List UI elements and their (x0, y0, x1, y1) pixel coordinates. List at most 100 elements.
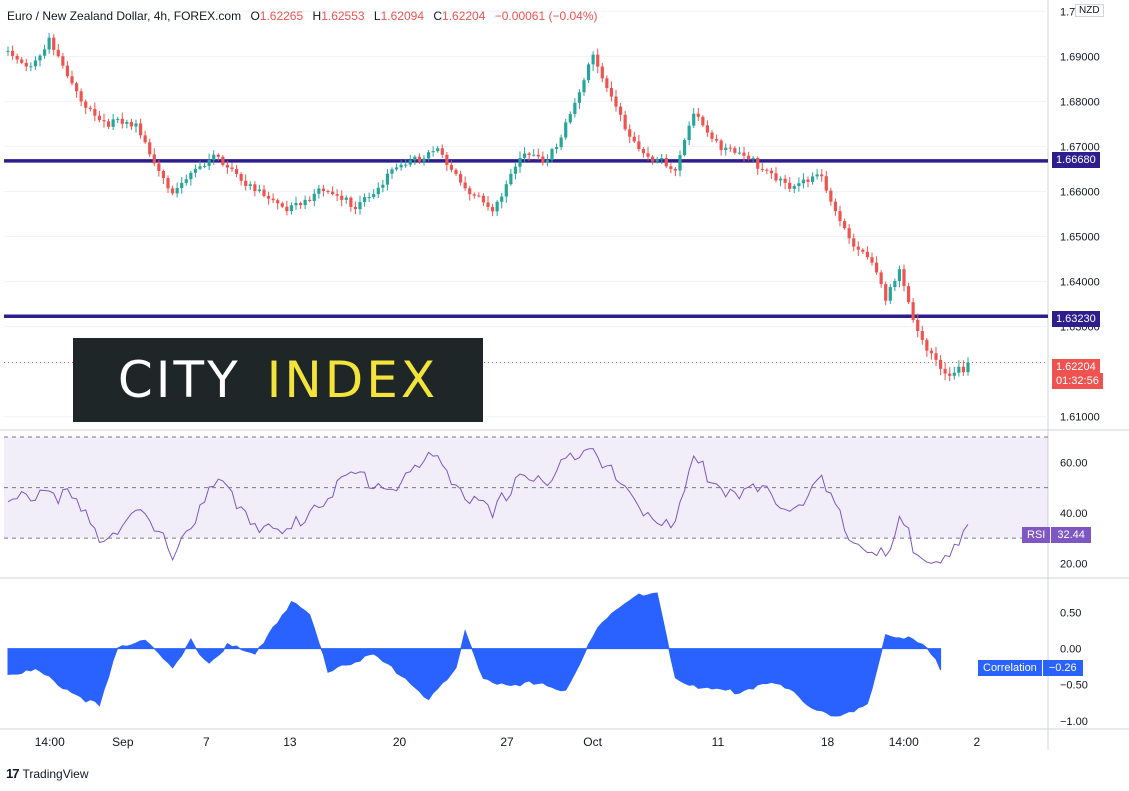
candle-body (669, 166, 673, 169)
candle-body (856, 246, 860, 250)
candle-body (376, 187, 380, 195)
candle-body (294, 202, 298, 206)
candle-body (230, 167, 234, 170)
currency-label[interactable]: NZD (1075, 4, 1104, 17)
candle-body (440, 148, 444, 155)
tradingview-branding[interactable]: 17 TradingView (6, 766, 89, 781)
correlation-tick-label: 0.00 (1060, 644, 1081, 656)
candle-body (893, 280, 897, 288)
candle-body (463, 182, 467, 189)
symbol-title[interactable]: Euro / New Zealand Dollar, 4h, FOREX.com (7, 9, 242, 23)
candle-body (344, 197, 348, 200)
candle-body (874, 262, 879, 273)
high-label: H (312, 9, 322, 23)
candle-body (221, 156, 225, 165)
candle-body (399, 164, 403, 168)
candle-body (97, 115, 102, 121)
candle-body (285, 206, 289, 212)
candle-body (152, 154, 156, 164)
candle-body (888, 287, 892, 301)
candle-body (664, 158, 668, 167)
candle-body (262, 189, 266, 196)
candle-body (641, 149, 646, 154)
candle-body (609, 88, 614, 97)
candle-body (577, 92, 582, 103)
candle-body (175, 188, 179, 194)
candle-body (797, 183, 801, 187)
price-tick-label: 1.61000 (1060, 412, 1100, 424)
candle-body (783, 178, 787, 183)
candle-body (902, 269, 906, 287)
candle-body (47, 37, 51, 50)
time-tick-label: Sep (112, 735, 134, 749)
price-tick-label: 1.66000 (1060, 186, 1100, 198)
candle-body (778, 178, 783, 181)
candle-body (618, 106, 623, 115)
candle-body (244, 180, 248, 186)
candle-body (422, 158, 426, 162)
candle-body (842, 221, 847, 229)
candle-body (289, 205, 294, 212)
rsi-legend[interactable]: RSI 32.44 (1022, 527, 1091, 543)
candle-body (705, 125, 710, 133)
correlation-area (7, 592, 942, 717)
candle-body (906, 286, 911, 303)
candle-body (628, 129, 632, 137)
candle-body (504, 184, 508, 197)
candle-body (728, 147, 732, 149)
candle-body (701, 116, 705, 126)
candle-body (486, 202, 490, 207)
candle-body (632, 136, 636, 142)
candle-body (532, 154, 536, 156)
logo-word-city: CITY (117, 351, 241, 409)
candle-body (266, 195, 271, 199)
candle-body (29, 66, 33, 68)
candle-body (52, 37, 56, 50)
candle-body (138, 123, 143, 136)
candle-body (477, 195, 481, 197)
candle-body (500, 196, 504, 202)
candle-body (929, 350, 934, 354)
candle-body (870, 257, 874, 263)
chart-header: Euro / New Zealand Dollar, 4h, FOREX.com… (7, 9, 598, 23)
candle-body (358, 202, 362, 210)
candle-body (216, 154, 220, 157)
candle-body (308, 199, 312, 201)
candle-body (554, 147, 559, 150)
rsi-label: RSI (1022, 527, 1051, 543)
candle-body (582, 80, 586, 93)
candle-body (495, 201, 499, 212)
time-tick-label: 14:00 (35, 735, 65, 749)
candle-body (394, 167, 399, 170)
level-badge-low: 1.63230 (1052, 311, 1100, 327)
candle-body (15, 55, 19, 60)
candle-body (879, 272, 883, 285)
open-value: 1.62265 (259, 9, 304, 23)
time-tick-label: 13 (283, 735, 297, 749)
candle-body (646, 153, 650, 157)
last-price-badge: 1.62204 (1052, 359, 1100, 375)
candle-body (148, 142, 152, 155)
candle-body (952, 372, 956, 376)
candle-body (134, 123, 138, 127)
candle-body (518, 157, 522, 167)
candle-body (280, 203, 284, 207)
price-tick-label: 1.68000 (1060, 96, 1100, 108)
candle-body (257, 189, 262, 192)
time-tick-label: 27 (500, 735, 514, 749)
rsi-tick-label: 20.00 (1060, 558, 1088, 570)
candle-body (788, 182, 792, 189)
candle-body (367, 197, 371, 199)
candle-body (116, 118, 120, 120)
correlation-legend[interactable]: Correlation −0.26 (978, 660, 1083, 676)
candle-body (925, 339, 929, 351)
candle-body (746, 155, 751, 160)
candle-body (513, 166, 518, 174)
candle-body (56, 49, 60, 57)
candle-body (829, 190, 833, 202)
candle-body (806, 179, 810, 182)
candle-body (847, 228, 851, 239)
candle-body (938, 359, 943, 369)
candle-body (298, 202, 303, 206)
countdown-badge: 01:32:56 (1052, 373, 1103, 389)
